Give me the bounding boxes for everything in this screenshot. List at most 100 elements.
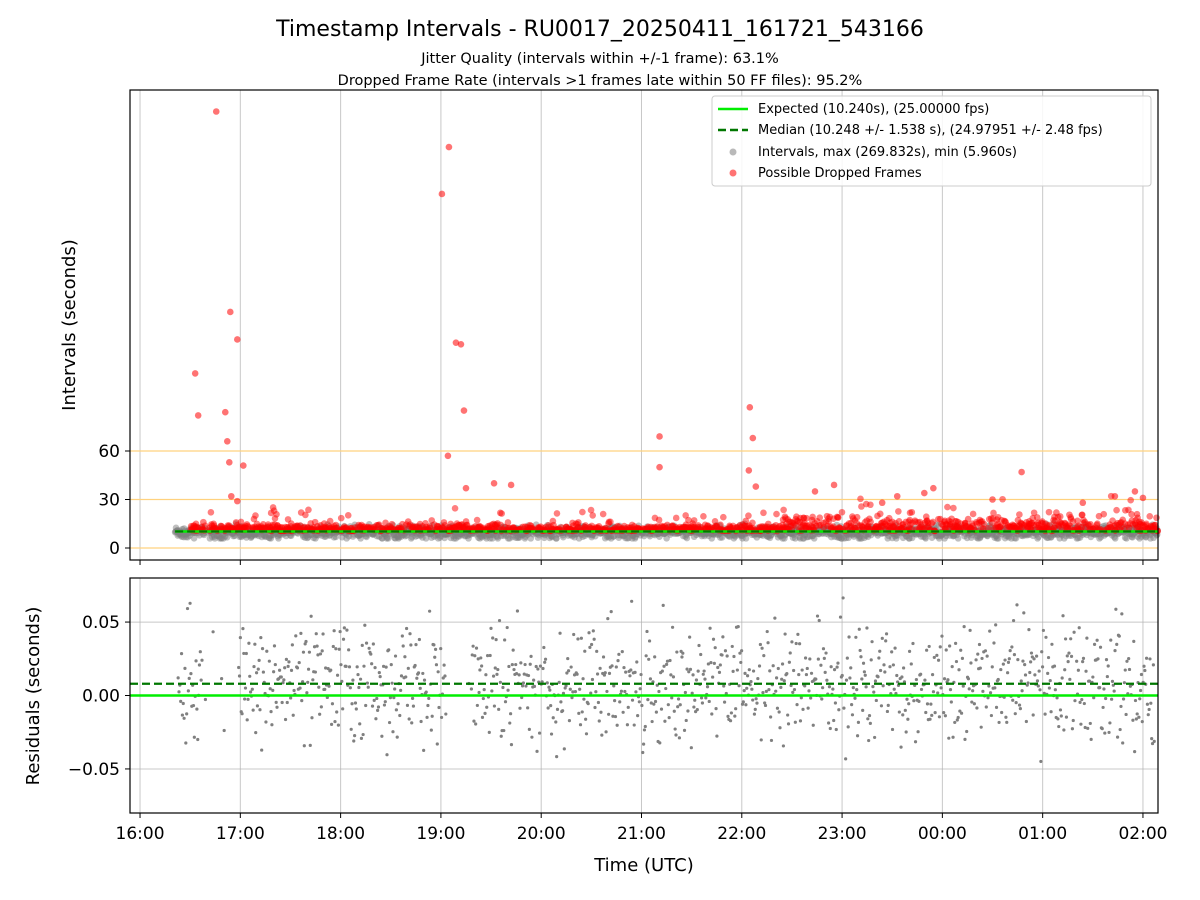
residual-point	[260, 647, 265, 651]
dropped-frame-point	[867, 501, 874, 509]
dropped-frame-point	[273, 510, 280, 518]
residual-point	[176, 676, 180, 680]
residual-point	[282, 678, 286, 682]
dropped-frame-outlier	[194, 412, 202, 419]
residual-point	[779, 685, 783, 689]
dropped-frame-outlier	[1139, 494, 1147, 502]
residual-point	[416, 671, 421, 675]
residual-point	[411, 704, 416, 708]
interval-point	[422, 535, 430, 542]
residual-point	[405, 703, 410, 707]
residual-point	[1120, 612, 1124, 616]
residual-point	[1027, 628, 1031, 632]
residual-point	[842, 706, 846, 710]
residual-point	[958, 709, 962, 713]
dropped-frame-point	[950, 504, 957, 512]
residual-point	[1026, 681, 1030, 685]
residual-point	[549, 703, 553, 708]
residual-point	[957, 668, 961, 672]
residual-point	[950, 665, 954, 669]
residual-point	[930, 673, 935, 677]
residual-point	[507, 664, 511, 669]
residual-point	[248, 674, 252, 678]
residual-point	[647, 657, 651, 661]
residual-point	[850, 703, 854, 707]
residual-point	[592, 637, 596, 641]
residual-point	[855, 734, 860, 738]
residual-point	[702, 669, 706, 673]
residual-point	[1017, 703, 1022, 707]
residual-point	[797, 672, 801, 677]
residual-point	[543, 657, 548, 661]
residual-point	[601, 655, 606, 659]
residual-point	[716, 665, 720, 670]
residual-point	[632, 723, 636, 727]
residual-point	[835, 665, 839, 669]
residual-point	[618, 700, 622, 704]
residual-point	[699, 696, 704, 700]
residual-point	[616, 659, 620, 663]
residual-point	[689, 746, 693, 750]
residual-point	[688, 635, 692, 639]
residual-point	[838, 615, 843, 619]
residual-point	[959, 711, 964, 715]
residual-point	[267, 659, 271, 663]
residual-point	[714, 706, 718, 711]
residual-point	[320, 649, 324, 653]
residual-point	[710, 712, 714, 716]
residual-point	[220, 677, 224, 681]
residual-point	[775, 706, 780, 710]
residual-point	[746, 674, 750, 678]
residual-point	[298, 686, 302, 690]
residual-point	[270, 723, 274, 727]
dropped-frame-point	[553, 510, 561, 517]
intervals-y-axis-title: Intervals (seconds)	[59, 239, 80, 411]
residual-point	[487, 730, 491, 734]
residual-point	[387, 720, 392, 725]
residual-point	[251, 708, 255, 712]
residual-point	[567, 719, 572, 723]
residual-point	[953, 720, 957, 725]
residual-point	[990, 665, 994, 669]
residual-point	[259, 636, 263, 640]
residual-point	[692, 705, 696, 709]
residual-point	[505, 625, 509, 630]
residual-point	[1088, 721, 1092, 726]
residual-point	[495, 672, 499, 676]
residual-point	[247, 641, 251, 645]
residual-point	[428, 609, 432, 613]
residual-point	[881, 684, 885, 688]
residual-point	[529, 654, 533, 658]
residual-point	[551, 716, 555, 720]
residual-point	[362, 664, 366, 668]
residual-point	[981, 689, 985, 693]
residual-point	[638, 687, 642, 691]
residual-point	[745, 686, 749, 690]
residual-point	[380, 734, 384, 738]
residual-point	[313, 670, 317, 674]
residual-point	[974, 658, 978, 662]
residual-point	[280, 700, 284, 705]
residual-point	[1102, 687, 1106, 691]
dropped-frame-outlier	[752, 483, 760, 490]
residual-point	[630, 599, 634, 603]
residual-point	[357, 685, 361, 690]
residual-point	[312, 645, 317, 649]
residual-point	[605, 689, 609, 694]
residual-point	[951, 735, 955, 739]
residual-point	[1073, 699, 1077, 703]
residual-point	[1061, 614, 1065, 618]
residual-point	[873, 679, 878, 683]
residual-point	[522, 672, 526, 676]
residual-point	[832, 668, 837, 672]
residual-point	[473, 654, 477, 658]
residual-point	[342, 626, 346, 630]
residual-point	[311, 678, 315, 682]
dropped-frame-point	[969, 510, 977, 518]
residual-point	[557, 680, 561, 684]
dropped-frame-point	[742, 517, 750, 525]
residual-point	[749, 679, 753, 684]
residual-point	[863, 673, 867, 677]
residual-point	[254, 731, 258, 735]
residual-point	[331, 644, 335, 649]
